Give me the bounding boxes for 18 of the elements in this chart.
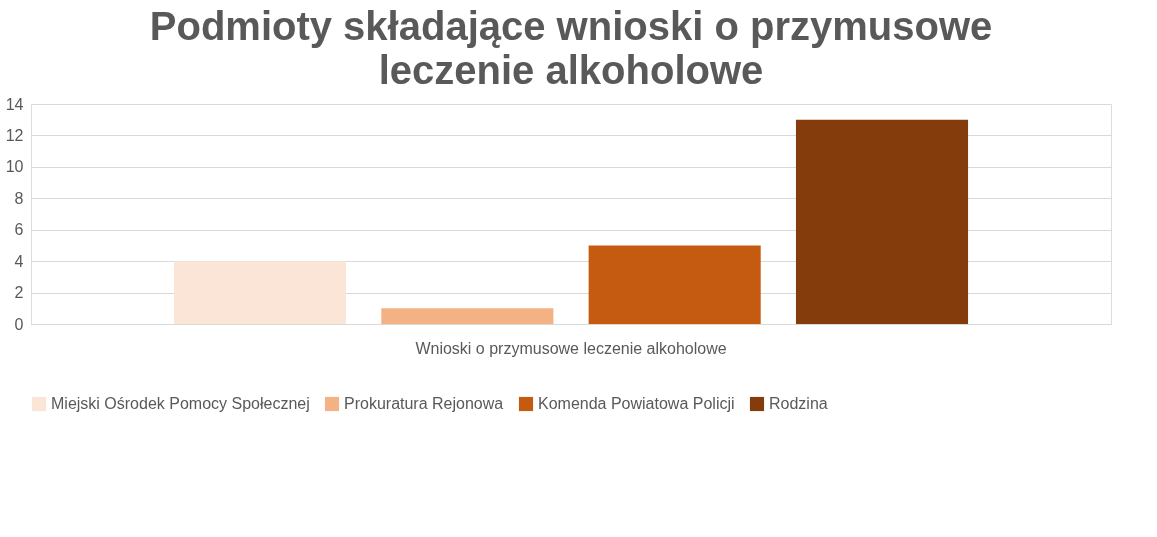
legend-label: Komenda Powiatowa Policji bbox=[538, 395, 735, 412]
y-tick-label: 12 bbox=[5, 126, 24, 144]
bar bbox=[795, 119, 969, 324]
bar bbox=[381, 308, 554, 324]
bar bbox=[173, 261, 347, 324]
y-tick-label: 0 bbox=[14, 315, 24, 333]
legend-label: Miejski Ośrodek Pomocy Społecznej bbox=[51, 395, 310, 412]
y-tick-label: 8 bbox=[14, 189, 24, 207]
legend-label: Rodzina bbox=[769, 395, 828, 412]
chart-title: Podmioty składające wnioski o przymusowe leczenie alkoholowe bbox=[149, 4, 993, 92]
y-tick-label: 14 bbox=[5, 95, 24, 113]
bar bbox=[588, 245, 761, 324]
legend-label: Prokuratura Rejonowa bbox=[344, 395, 504, 412]
x-tick-label: Wnioski o przymusowe leczenie alkoholowe bbox=[415, 339, 727, 357]
y-tick-label: 10 bbox=[5, 158, 24, 176]
y-tick-label: 4 bbox=[14, 252, 24, 270]
y-tick-label: 2 bbox=[14, 284, 24, 302]
y-tick-label: 6 bbox=[14, 221, 24, 239]
